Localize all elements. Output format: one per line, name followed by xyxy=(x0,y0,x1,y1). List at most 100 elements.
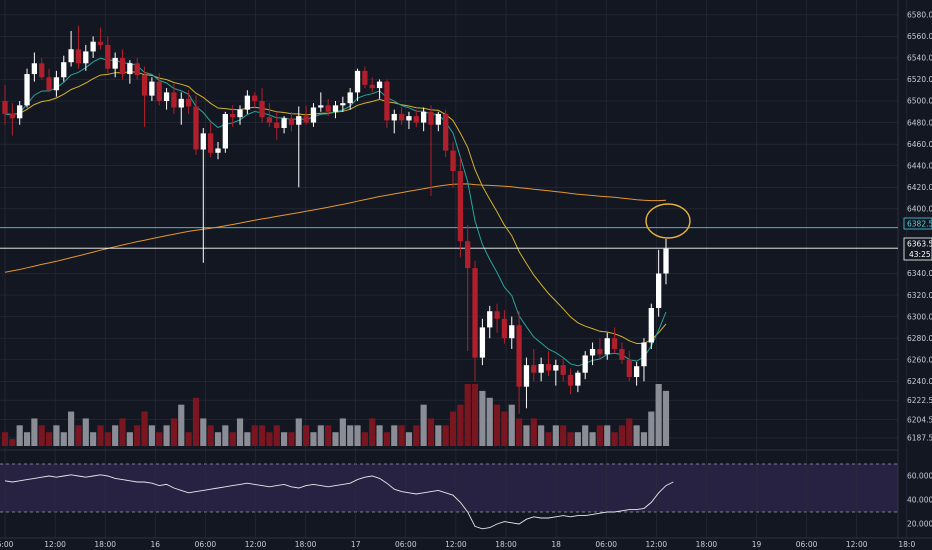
price-tick-label: 6520.0 xyxy=(907,75,932,84)
candle-body xyxy=(391,113,397,121)
candle-body xyxy=(266,117,273,123)
candle-body xyxy=(633,366,640,378)
volume-bar xyxy=(75,425,82,446)
volume-bar xyxy=(457,404,464,446)
volume-bar xyxy=(288,432,295,446)
volume-bar xyxy=(38,425,45,446)
time-tick-label: 12:00 xyxy=(44,540,66,549)
candle-body xyxy=(259,101,265,118)
volume-bar xyxy=(618,425,626,446)
candle-body xyxy=(112,57,118,69)
price-tick-label: 6280.0 xyxy=(907,334,932,343)
price-tick-label: 6560.0 xyxy=(907,32,932,41)
volume-bar xyxy=(339,418,346,446)
time-tick-label: 17 xyxy=(351,540,361,549)
time-tick-label: 6:00 xyxy=(0,540,14,549)
volume-bar xyxy=(112,425,119,446)
candle-body xyxy=(127,63,133,75)
candle-body xyxy=(53,77,60,91)
candle-body xyxy=(281,118,287,128)
volume-bar xyxy=(244,432,251,446)
price-tick-label: 6204.5 xyxy=(907,415,932,424)
rsi-tick-label: 40.0000 xyxy=(907,496,932,505)
candle-body xyxy=(384,81,390,121)
time-axis: 6:00 12:00 18:00 16 06:00 12:00 18:00 17 06:00 12… xyxy=(0,540,915,549)
rsi-tick-label: 20.0000 xyxy=(907,520,932,529)
volume-bar xyxy=(369,418,376,446)
volume-bar xyxy=(567,432,574,446)
volume-bar xyxy=(68,411,75,446)
candle-body xyxy=(656,273,662,309)
candle-body xyxy=(105,44,111,69)
time-tick-label: 06:00 xyxy=(796,540,818,549)
volume-bar xyxy=(662,390,670,446)
volume-bar xyxy=(486,397,493,446)
time-tick-label: 06:00 xyxy=(195,540,217,549)
volume-bar xyxy=(604,425,611,446)
volume-bar xyxy=(317,425,324,446)
candle-body xyxy=(134,63,140,76)
time-tick-label: 12:00 xyxy=(245,540,267,549)
candle-body xyxy=(531,365,537,373)
volume-bar xyxy=(347,425,354,446)
volume-bar xyxy=(582,425,589,446)
volume-bar xyxy=(508,404,515,446)
volume-bar xyxy=(178,404,185,446)
volume-bar xyxy=(574,432,581,446)
rsi-axis: 60.0000 40.0000 20.0000 xyxy=(907,472,932,529)
price-tick-label: 6340.0 xyxy=(907,269,932,278)
volume-bar xyxy=(640,432,648,446)
candle-body xyxy=(325,105,331,112)
candle-body xyxy=(443,113,449,151)
volume-bar xyxy=(82,418,89,446)
candle-body xyxy=(163,92,170,102)
volume-bar xyxy=(545,432,552,446)
candle-body xyxy=(567,374,574,386)
candle-body xyxy=(589,348,596,356)
volume-bar xyxy=(626,418,633,446)
candle-body xyxy=(501,318,508,339)
candle-body xyxy=(597,348,603,355)
candle-body xyxy=(46,77,52,91)
price-tick-label: 6300.0 xyxy=(907,312,932,321)
candle-body xyxy=(296,116,302,125)
volume-bar xyxy=(405,432,413,446)
time-tick-label: 12:00 xyxy=(645,540,667,549)
candle-body xyxy=(68,49,74,63)
candle-body xyxy=(648,308,654,343)
time-tick-label: 12:00 xyxy=(846,540,868,549)
volume-bar xyxy=(442,425,449,446)
candle-body xyxy=(509,325,515,339)
current-price-tag-bg xyxy=(903,237,932,261)
volume-bar xyxy=(148,425,155,446)
volume-bar xyxy=(222,425,229,446)
candle-body xyxy=(119,57,126,75)
volume-bar xyxy=(303,425,310,446)
price-tick-label: 6580.0 xyxy=(907,10,932,19)
price-tick-label: 6222.5 xyxy=(907,396,932,405)
price-tick-label: 6540.0 xyxy=(907,54,932,63)
moving-average-long xyxy=(4,183,667,273)
volume-bar xyxy=(31,418,38,446)
volume-bar xyxy=(141,411,148,446)
candle-body xyxy=(582,355,588,373)
candle-body xyxy=(193,106,199,150)
volume-bar xyxy=(192,397,200,446)
volume-bar xyxy=(611,432,618,446)
volume-bar xyxy=(281,432,288,446)
rsi-line xyxy=(4,474,674,530)
candle-body xyxy=(575,372,581,386)
level-price-tag: 6382.5 xyxy=(907,220,932,229)
volume-bar xyxy=(493,404,501,446)
candle-body xyxy=(149,81,155,96)
candle-body xyxy=(340,103,346,106)
volume-bar xyxy=(552,425,559,446)
volume-bar xyxy=(427,418,435,446)
volume-bar xyxy=(185,432,192,446)
candle-body xyxy=(237,109,243,118)
volume-bar xyxy=(229,432,236,446)
volume-bar xyxy=(9,439,16,446)
level-price-tag-bg xyxy=(903,217,932,230)
volume-bar xyxy=(479,390,486,446)
